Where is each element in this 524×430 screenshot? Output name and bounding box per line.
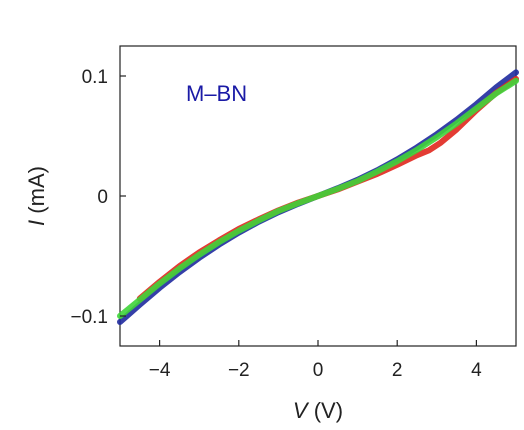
y-axis-title: I (mA) bbox=[24, 166, 49, 226]
x-axis-variable: V bbox=[293, 398, 310, 423]
y-tick-label: 0 bbox=[97, 187, 108, 208]
x-tick-label: 4 bbox=[471, 360, 482, 381]
y-axis-variable: I bbox=[24, 220, 49, 226]
y-tick-label: −0.1 bbox=[70, 307, 108, 328]
series-layer bbox=[117, 69, 519, 325]
x-tick-label: 2 bbox=[392, 360, 403, 381]
x-axis-title: V (V) bbox=[293, 398, 343, 423]
x-tick-label: −2 bbox=[228, 360, 250, 381]
x-tick-label: −4 bbox=[149, 360, 171, 381]
x-tick-label: 0 bbox=[313, 360, 324, 381]
annotation-label: M–BN bbox=[186, 81, 247, 106]
tick-layer: −4 −2 0 2 4 −0.1 0 0.1 bbox=[70, 67, 482, 381]
y-axis-unit: (mA) bbox=[24, 166, 49, 220]
series-line-2 bbox=[136, 76, 519, 302]
x-axis-unit: (V) bbox=[308, 398, 343, 423]
y-tick-label: 0.1 bbox=[82, 67, 108, 88]
series-line-3 bbox=[117, 77, 519, 319]
